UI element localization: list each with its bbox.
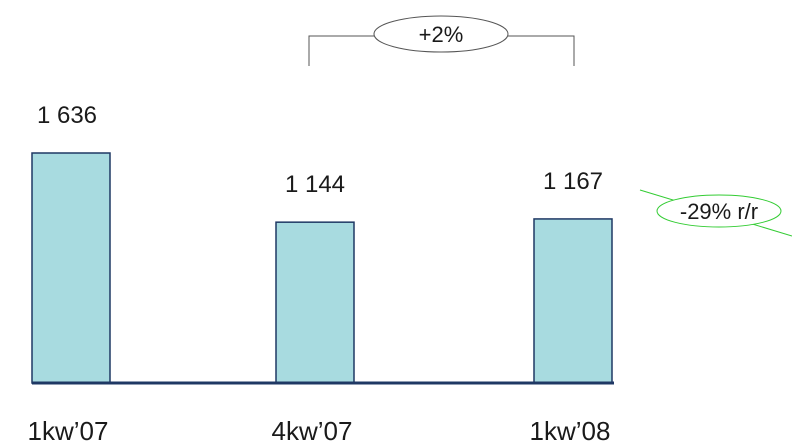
- growth-annotation-label: +2%: [419, 22, 464, 47]
- value-label-2: 1 144: [285, 171, 345, 198]
- bars-group: [31, 152, 613, 384]
- value-labels-group: 1 636 1 144 1 167: [37, 102, 603, 198]
- yoy-ellipse: [656, 194, 782, 228]
- bar-3: [533, 218, 613, 384]
- category-label-3: 1kw’08: [530, 416, 611, 446]
- growth-ellipse: [373, 15, 509, 53]
- yoy-annotation-label: -29% r/r: [680, 199, 758, 224]
- growth-bracket-right: [504, 35, 575, 66]
- value-label-1: 1 636: [37, 102, 97, 129]
- category-labels-group: 1kw’07 4kw’07 1kw’08: [28, 416, 611, 446]
- category-label-2: 4kw’07: [272, 416, 353, 446]
- yoy-annotation: -29% r/r: [639, 189, 792, 237]
- growth-bracket-left: [308, 35, 378, 66]
- bar-1: [31, 152, 111, 384]
- bar-2: [275, 221, 355, 384]
- category-label-1: 1kw’07: [28, 416, 109, 446]
- value-label-3: 1 167: [543, 168, 603, 195]
- growth-annotation: +2%: [308, 15, 575, 66]
